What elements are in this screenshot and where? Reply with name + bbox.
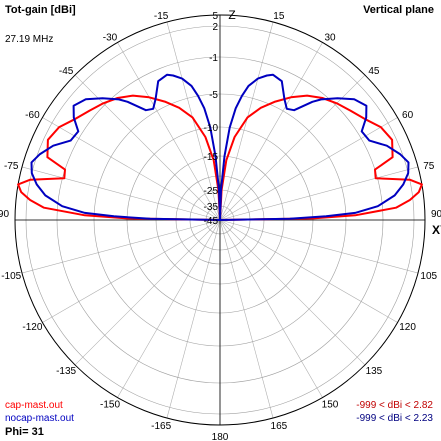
angle-label-right: 135 [366, 366, 383, 377]
range-nocap: -999 < dBi < 2.23 [356, 413, 433, 424]
gain-tick-label: 5 [212, 11, 218, 22]
spoke-line [74, 219, 221, 366]
angle-label-right: 105 [420, 271, 437, 282]
angle-label-right: 75 [423, 161, 435, 172]
angle-label-left: -120 [22, 322, 42, 333]
legend-item-cap: cap-mast.out [5, 400, 63, 411]
spoke-line [166, 219, 221, 419]
spoke-line [42, 117, 221, 221]
plane-label: Vertical plane [363, 4, 434, 16]
axis-name-xy: XY [432, 223, 441, 237]
axis-labels: 153045607590105120135150165-15-30-45-60-… [0, 8, 441, 441]
angle-label-left: -15 [154, 11, 169, 22]
spoke-line [117, 219, 221, 398]
range-cap: -999 < dBi < 2.82 [356, 400, 433, 411]
spoke-line [219, 219, 323, 398]
gain-tick-label: -45 [204, 216, 219, 227]
angle-label-right: 165 [271, 421, 288, 432]
angle-label-right: 15 [273, 11, 285, 22]
spoke-line [219, 42, 323, 221]
spoke-line [166, 21, 221, 221]
trace-nocap-mast-out [30, 73, 410, 221]
spoke-line [117, 42, 221, 221]
spoke-line [219, 117, 398, 221]
angle-label-left: -165 [151, 421, 171, 432]
angle-label-right: 30 [324, 32, 336, 43]
angle-label-right: 120 [399, 322, 416, 333]
angle-label-left: -30 [103, 32, 118, 43]
gain-tick-label: -5 [209, 90, 218, 101]
gain-tick-label: -1 [209, 53, 218, 64]
angle-label-bottom: 180 [212, 432, 229, 441]
angle-label-left: -105 [1, 271, 21, 282]
angle-label-left: -75 [4, 161, 19, 172]
spoke-line [219, 21, 274, 221]
gain-tick-label: -15 [204, 152, 219, 163]
angle-label-left: -60 [25, 110, 40, 121]
spoke-line [219, 219, 366, 366]
spoke-line [219, 219, 274, 419]
gain-tick-label: -35 [204, 202, 219, 213]
angle-label-left: -90 [0, 209, 9, 220]
gain-tick-label: -10 [204, 123, 219, 134]
legend-item-nocap: nocap-mast.out [5, 413, 74, 424]
gain-tick-label: -25 [204, 186, 219, 197]
angle-label-left: -45 [59, 66, 74, 77]
angle-label-left: -135 [56, 366, 76, 377]
angle-label-right: 45 [368, 66, 380, 77]
phi-label: Phi= 31 [5, 426, 44, 438]
angle-label-right: 60 [402, 110, 414, 121]
angle-label-right: 150 [322, 400, 339, 411]
frequency-label: 27.19 MHz [5, 34, 54, 45]
spoke-line [21, 166, 221, 221]
spoke-line [219, 219, 398, 323]
spoke-line [21, 219, 221, 274]
angle-label-right: 90 [431, 209, 441, 220]
axis-name-z: Z [228, 8, 235, 22]
angle-label-left: -150 [100, 400, 120, 411]
spoke-line [42, 219, 221, 323]
pattern-traces [17, 73, 423, 221]
gain-tick-label: 2 [212, 22, 218, 33]
spoke-line [219, 219, 419, 274]
chart-title: Tot-gain [dBi] [5, 4, 76, 16]
spoke-line [219, 166, 419, 221]
